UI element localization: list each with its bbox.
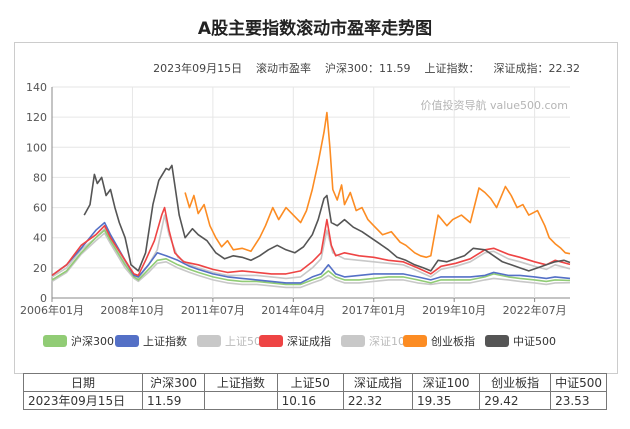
x-tick-label: 2019年10月	[422, 303, 486, 317]
legend-label: 深证100	[369, 335, 412, 348]
series-line-0	[51, 229, 571, 286]
x-tick-label: 2022年07月	[503, 303, 567, 317]
legend-label: 中证500	[513, 335, 556, 348]
y-tick-label: 140	[26, 81, 47, 94]
table-header-cell: 上证指数	[204, 373, 278, 392]
y-tick-label: 0	[40, 292, 47, 305]
chart-area: 0 20 40 60 80 100 120 140 2006年01月 2008年10月 2011年0…	[14, 42, 618, 374]
series-line-2	[51, 232, 571, 289]
y-tick-label: 80	[33, 171, 47, 184]
series-line-6	[83, 164, 571, 272]
legend-swatch	[197, 335, 221, 347]
table-header-cell: 创业板指	[479, 373, 552, 392]
legend-label: 上证50	[225, 335, 261, 348]
table-cell: 29.42	[479, 391, 552, 410]
legend-swatch	[403, 335, 427, 347]
legend-swatch	[259, 335, 283, 347]
table-cell: 10.16	[276, 391, 344, 410]
x-tick-label: 2011年07月	[181, 303, 245, 317]
y-tick-label: 100	[26, 141, 47, 154]
x-tick-label: 2008年10月	[100, 303, 164, 317]
legend-label: 上证指数	[143, 334, 187, 348]
table-cell: 11.59	[141, 391, 206, 410]
y-tick-label: 60	[33, 202, 47, 215]
table-cell: 19.35	[411, 391, 481, 410]
legend-label: 深证成指	[287, 334, 331, 348]
x-tick-label: 2014年04月	[261, 303, 325, 317]
x-tick-label: 2006年01月	[20, 303, 84, 317]
legend-label: 沪深300	[71, 334, 114, 348]
x-tick-label: 2017年01月	[342, 303, 406, 317]
table-header-cell: 沪深300	[141, 373, 206, 392]
y-tick-label: 20	[33, 262, 47, 275]
legend-label: 创业板指	[431, 334, 475, 348]
legend-swatch	[341, 335, 365, 347]
legend-swatch	[43, 335, 67, 347]
table-cell: 22.32	[342, 391, 413, 410]
table-header-cell: 深证成指	[342, 373, 413, 392]
table-cell: 23.53	[550, 391, 607, 410]
series-line-1	[51, 221, 571, 284]
table-cell-date: 2023年09月15日	[23, 391, 143, 410]
y-tick-label: 120	[26, 111, 47, 124]
chart-subtitle: 2023年09月15日 滚动市盈率 沪深300：11.59 上证指数： 深证成指…	[153, 62, 580, 75]
watermark-text: 价值投资导航 value500.com	[420, 98, 568, 112]
table-header-cell: 深证100	[411, 373, 481, 392]
table-header-row: 日期 沪深300 上证指数 上证50 深证成指 深证100 创业板指 中证500	[23, 373, 607, 392]
table-header-cell: 上证50	[276, 373, 344, 392]
legend-swatch	[485, 335, 509, 347]
table-header-cell: 日期	[23, 373, 143, 392]
line-chart: 0 20 40 60 80 100 120 140 2006年01月 2008年10月 2011年0…	[20, 81, 571, 348]
y-tick-label: 40	[33, 232, 47, 245]
table-row: 2023年09月15日 11.59 10.16 22.32 19.35 29.4…	[23, 391, 607, 410]
chart-title: A股主要指数滚动市盈率走势图	[197, 19, 433, 39]
table-header-cell: 中证500	[550, 373, 607, 392]
legend-swatch	[115, 335, 139, 347]
series-line-3	[51, 206, 571, 277]
table-cell	[204, 391, 278, 410]
summary-table: 日期 沪深300 上证指数 上证50 深证成指 深证100 创业板指 中证500…	[23, 373, 607, 410]
series-line-5	[184, 111, 571, 259]
